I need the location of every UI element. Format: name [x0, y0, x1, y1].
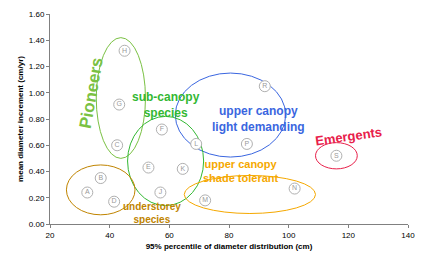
svg-text:R: R	[262, 82, 267, 89]
svg-text:0.40: 0.40	[29, 167, 45, 176]
svg-text:0.20: 0.20	[29, 194, 45, 203]
svg-text:95% percentile of diameter dis: 95% percentile of diameter distribution …	[146, 242, 313, 251]
svg-text:Emergents: Emergents	[314, 124, 383, 148]
svg-text:20: 20	[46, 231, 55, 240]
svg-text:understoreyspecies: understoreyspecies	[123, 201, 181, 225]
svg-text:1.40: 1.40	[29, 36, 45, 45]
svg-text:C: C	[115, 141, 120, 148]
svg-text:P: P	[245, 140, 250, 147]
svg-text:Pioneers: Pioneers	[76, 56, 107, 130]
svg-text:1.60: 1.60	[29, 10, 45, 19]
svg-text:G: G	[116, 100, 121, 107]
svg-text:120: 120	[342, 231, 356, 240]
svg-text:B: B	[98, 174, 103, 181]
svg-text:J: J	[159, 188, 163, 195]
svg-text:0.00: 0.00	[29, 220, 45, 229]
svg-text:1.00: 1.00	[29, 89, 45, 98]
svg-text:upper canopylight demanding: upper canopylight demanding	[212, 104, 305, 134]
svg-text:80: 80	[225, 231, 234, 240]
svg-text:K: K	[180, 165, 185, 172]
svg-text:N: N	[292, 184, 297, 191]
svg-text:1.20: 1.20	[29, 62, 45, 71]
svg-text:upper canopyshade tolerant: upper canopyshade tolerant	[203, 158, 279, 184]
svg-text:0.80: 0.80	[29, 115, 45, 124]
svg-text:M: M	[202, 196, 208, 203]
svg-text:F: F	[160, 125, 164, 132]
svg-text:S: S	[334, 152, 339, 159]
svg-text:100: 100	[282, 231, 296, 240]
svg-text:sub-canopyspecies: sub-canopyspecies	[132, 90, 200, 120]
svg-text:H: H	[122, 47, 127, 54]
svg-text:0.60: 0.60	[29, 141, 45, 150]
svg-text:E: E	[146, 163, 151, 170]
svg-text:D: D	[112, 197, 117, 204]
svg-text:L: L	[194, 140, 198, 147]
svg-text:A: A	[85, 188, 90, 195]
svg-text:40: 40	[105, 231, 114, 240]
svg-text:mean diameter increment (cm/yr: mean diameter increment (cm/yr)	[16, 56, 25, 182]
svg-text:140: 140	[401, 231, 415, 240]
svg-text:60: 60	[165, 231, 174, 240]
